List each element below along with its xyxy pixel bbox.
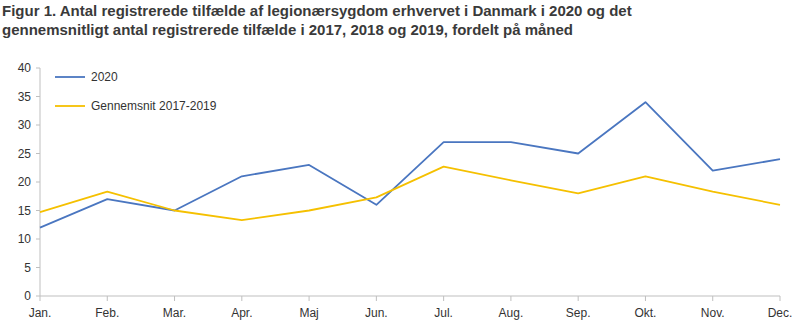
y-tick-label: 10 [18, 232, 32, 246]
y-tick [36, 96, 40, 97]
y-tick [36, 68, 40, 69]
y-tick [36, 182, 40, 183]
x-tick [174, 296, 175, 301]
series-line [40, 102, 780, 227]
y-tick-label: 20 [18, 175, 32, 189]
series-line [40, 167, 780, 221]
y-tick-label: 5 [24, 261, 31, 275]
y-tick [36, 210, 40, 211]
x-tick [712, 296, 713, 301]
x-tick [40, 296, 41, 301]
x-tick [780, 296, 781, 301]
x-tick-label: Aug. [499, 306, 524, 320]
y-tick [36, 239, 40, 240]
legend-label: Gennemsnit 2017-2019 [91, 99, 217, 113]
y-tick [36, 296, 40, 297]
y-tick-label: 30 [18, 118, 32, 132]
legend-label: 2020 [91, 70, 118, 84]
title: Figur 1. Antal registrerede tilfælde af … [2, 1, 732, 39]
x-tick [443, 296, 444, 301]
x-tick-label: Maj [299, 306, 318, 320]
x-tick-label: Mar. [163, 306, 186, 320]
y-tick-label: 25 [18, 147, 32, 161]
y-tick-label: 40 [18, 61, 32, 75]
y-tick-label: 35 [18, 90, 32, 104]
plot: 0 5 10 15 20 25 30 35 40 Jan. Feb. Mar. Apr. Maj Jun. J… [0, 0, 800, 326]
x-tick-label: Jan. [29, 306, 52, 320]
x-tick-label: Nov. [701, 306, 725, 320]
y-tick-label: 15 [18, 204, 32, 218]
x-axis [40, 296, 780, 297]
x-tick [309, 296, 310, 301]
y-tick [36, 153, 40, 154]
legend-swatch [55, 76, 85, 78]
series-group [40, 102, 780, 227]
y-tick [36, 267, 40, 268]
x-tick [107, 296, 108, 301]
legend-swatch [55, 105, 85, 107]
chart: Figur 1. Antal registrerede tilfælde af … [0, 0, 800, 326]
x-tick [241, 296, 242, 301]
x-tick-label: Jun. [365, 306, 388, 320]
y-tick [36, 125, 40, 126]
x-tick-label: Okt. [634, 306, 656, 320]
y-tick-label: 0 [24, 289, 31, 303]
x-tick-label: Apr. [231, 306, 252, 320]
x-tick [376, 296, 377, 301]
x-tick [645, 296, 646, 301]
x-tick-label: Sep. [566, 306, 591, 320]
x-tick [510, 296, 511, 301]
x-tick-label: Jul. [434, 306, 453, 320]
x-tick [578, 296, 579, 301]
x-tick-label: Dec. [768, 306, 793, 320]
x-tick-label: Feb. [95, 306, 119, 320]
